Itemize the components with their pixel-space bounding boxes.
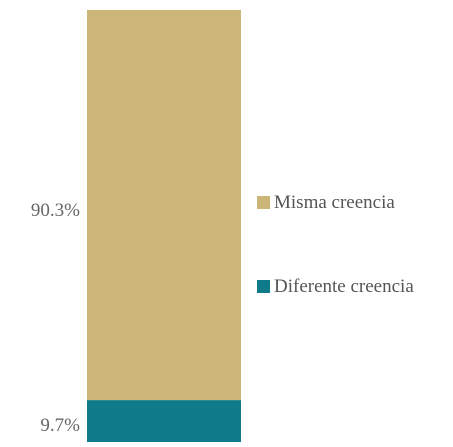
legend-swatch-diferente-creencia bbox=[257, 280, 270, 293]
bar-segment-misma-creencia bbox=[87, 10, 241, 401]
label-diferente-creencia: 9.7% bbox=[40, 415, 80, 436]
legend-label-misma-creencia: Misma creencia bbox=[274, 192, 395, 213]
legend-item-diferente-creencia: Diferente creencia bbox=[257, 276, 414, 298]
label-misma-creencia: 90.3% bbox=[30, 200, 80, 221]
legend-label-diferente-creencia: Diferente creencia bbox=[274, 276, 414, 297]
legend-swatch-misma-creencia bbox=[257, 196, 270, 209]
legend-item-misma-creencia: Misma creencia bbox=[257, 192, 395, 214]
bar-segment-diferente-creencia bbox=[87, 400, 241, 442]
